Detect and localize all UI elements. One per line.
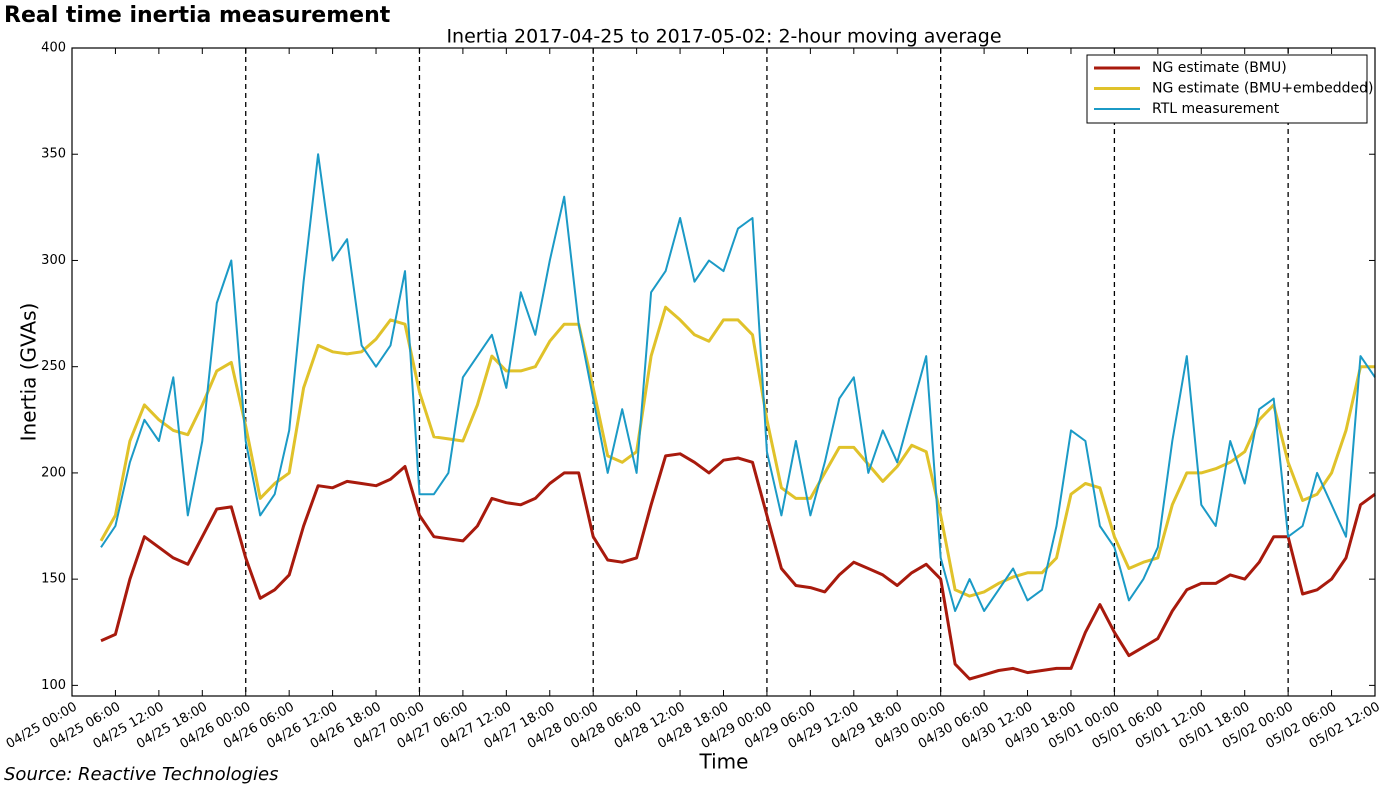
y-tick-label: 250: [41, 359, 66, 374]
y-tick-label: 150: [41, 572, 66, 587]
source: Source: Reactive Technologies: [4, 764, 278, 785]
chart-title: Inertia 2017-04-25 to 2017-05-02: 2-hour…: [446, 26, 1001, 48]
y-axis-label: Inertia (GVAs): [17, 303, 41, 442]
legend-label: NG estimate (BMU): [1152, 60, 1287, 76]
y-tick-label: 300: [41, 253, 66, 268]
x-axis-label: Time: [699, 750, 749, 774]
y-tick-label: 350: [41, 147, 66, 162]
series-line: [99, 305, 1375, 598]
headline: Real time inertia measurement: [4, 3, 391, 28]
y-tick-label: 100: [41, 678, 66, 693]
y-tick-label: 200: [41, 465, 66, 480]
legend: NG estimate (BMU) NG estimate (BMU+embedd…: [1086, 54, 1373, 124]
legend-label: NG estimate (BMU+embedded): [1152, 81, 1373, 97]
series-line: [100, 153, 1376, 612]
plot-frame: [71, 47, 1376, 697]
y-tick-label: 400: [41, 41, 66, 56]
legend-label: RTL measurement: [1152, 101, 1280, 117]
series-line: [100, 452, 1376, 681]
